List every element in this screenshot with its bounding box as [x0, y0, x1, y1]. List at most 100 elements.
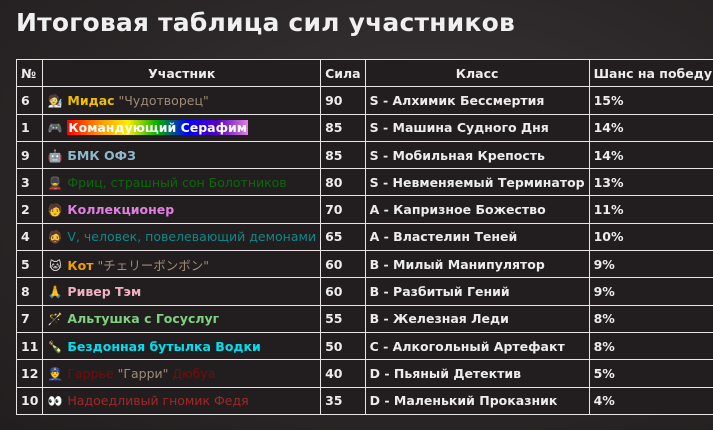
participant-cell: 🪄 Альтушка с Госуслуг [42, 304, 322, 333]
chance-cell: 10% [588, 222, 713, 252]
table-row: 7 🪄 Альтушка с Госуслуг 55 B - Железная Леди… [15, 304, 713, 333]
participant-name-part: Бездонная бутылка Водки [67, 338, 261, 354]
row-number: 4 [15, 222, 44, 252]
power-cell: 50 [320, 331, 366, 361]
participant-cell: 🐱 Кот "チェリーボンボン" [42, 250, 322, 279]
participant-name-part: Командующий Серафим [67, 120, 248, 136]
row-number: 7 [15, 304, 44, 333]
power-cell: 70 [320, 195, 366, 224]
gamepad-icon: 🎮 [47, 121, 63, 136]
participant-name-part: "Чудотворец" [114, 92, 209, 108]
power-cell: 65 [320, 222, 366, 252]
bottle-icon: 🍾 [47, 339, 63, 354]
table-row: 2 🧑 Коллекционер 70 A - Капризное Божество 11… [15, 195, 713, 224]
chance-cell: 14% [588, 113, 713, 142]
class-cell: B - Милый Манипулятор [364, 250, 590, 279]
bearded-man-icon: 🧔 [47, 230, 63, 245]
table-row: 1 🎮 Командующий Серафим 85 S - Машина Судног… [15, 113, 713, 142]
class-cell: S - Невменяемый Терминатор [364, 168, 590, 197]
class-cell: C - Алкогольный Артефакт [364, 331, 590, 361]
header-number: № [15, 58, 44, 88]
participant-name-part: Ривер Тэм [67, 284, 142, 300]
participant-name-part: Мидас [67, 92, 115, 108]
table-row: 5 🐱 Кот "チェリーボンボン" 60 B - Милый Манипулятор 9… [15, 250, 713, 279]
power-cell: 35 [320, 386, 366, 415]
row-number: 3 [15, 168, 44, 197]
guard-icon: 💂 [47, 175, 63, 190]
power-cell: 60 [320, 277, 366, 306]
row-number: 12 [15, 359, 44, 388]
chance-cell: 11% [588, 195, 713, 224]
participant-cell: 🧑 Коллекционер [42, 195, 322, 224]
eyes-icon: 👀 [47, 394, 63, 409]
chance-cell: 8% [588, 331, 713, 361]
row-number: 2 [15, 195, 44, 224]
power-cell: 90 [320, 86, 366, 115]
table-row: 6 🧑‍🔬 Мидас "Чудотворец" 90 S - Алхимик Бесс… [15, 86, 713, 115]
power-cell: 85 [320, 140, 366, 170]
chance-cell: 8% [588, 304, 713, 333]
power-cell: 55 [320, 304, 366, 333]
power-cell: 80 [320, 168, 366, 197]
class-cell: B - Железная Леди [364, 304, 590, 333]
class-cell: S - Алхимик Бессмертия [364, 86, 590, 115]
power-cell: 40 [320, 359, 366, 388]
participant-cell: 🙏 Ривер Тэм [42, 277, 322, 306]
class-cell: B - Разбитый Гений [364, 277, 590, 306]
participant-cell: 💂 Фриц, страшный сон Болотников [42, 168, 322, 197]
participant-name-part: Альтушка с Госуслуг [67, 311, 220, 327]
chance-cell: 13% [588, 168, 713, 197]
header-chance: Шанс на победу [588, 58, 713, 88]
police-officer-icon: 👮 [47, 366, 63, 381]
participant-name-part: БМК ОФЗ [67, 147, 136, 163]
participant-name-part: Дюбуа [172, 365, 216, 381]
header-class: Класс [364, 58, 590, 88]
row-number: 10 [15, 386, 44, 415]
participant-name-part: Фриц, страшный сон Болотников [67, 174, 287, 190]
class-cell: A - Властелин Теней [364, 222, 590, 252]
praying-hands-icon: 🙏 [47, 285, 63, 300]
row-number: 1 [15, 113, 44, 142]
table-row: 4 🧔 V, человек, повелевающий демонами 65 A -… [15, 222, 713, 252]
class-cell: D - Маленький Проказник [364, 386, 590, 415]
chance-cell: 9% [588, 277, 713, 306]
class-cell: A - Капризное Божество [364, 195, 590, 224]
participant-cell: 🧔 V, человек, повелевающий демонами [42, 222, 322, 252]
participant-cell: 🍾 Бездонная бутылка Водки [42, 331, 322, 361]
robot-icon: 🤖 [47, 148, 63, 163]
table-row: 9 🤖 БМК ОФЗ 85 S - Мобильная Крепость 14% [15, 140, 713, 170]
table-row: 12 👮 Гаррье "Гарри" Дюбуа 40 D - Пьяный Дете… [15, 359, 713, 388]
participant-name-part: Гаррье [67, 365, 114, 381]
cat-icon: 🐱 [49, 258, 62, 273]
table-row: 11 🍾 Бездонная бутылка Водки 50 C - Алкоголь… [15, 331, 713, 361]
participants-table: № Участник Сила Класс Шанс на победу 6 🧑‍… [15, 58, 713, 415]
participant-cell: 🧑‍🔬 Мидас "Чудотворец" [42, 86, 322, 115]
power-cell: 85 [320, 113, 366, 142]
header-power: Сила [320, 58, 366, 88]
table-row: 10 👀 Надоедливый гномик Федя 35 D - Маленьки… [15, 386, 713, 415]
person-icon: 🧑 [47, 203, 63, 218]
participant-name-part: "チェリーボンボン" [93, 257, 209, 273]
table-row: 3 💂 Фриц, страшный сон Болотников 80 S - Нев… [15, 168, 713, 197]
row-number: 9 [15, 140, 44, 170]
participant-name-part: V, человек, повелевающий демонами [67, 229, 317, 245]
row-number: 11 [15, 331, 44, 361]
magic-wand-icon: 🪄 [47, 312, 63, 327]
row-number: 5 [15, 250, 44, 279]
participant-name-part: Коллекционер [67, 202, 175, 218]
chance-cell: 5% [588, 359, 713, 388]
power-cell: 60 [320, 250, 366, 279]
scientist-icon: 🧑‍🔬 [47, 93, 63, 108]
chance-cell: 4% [588, 386, 713, 415]
table-header-row: № Участник Сила Класс Шанс на победу [15, 58, 713, 88]
page-title: Итоговая таблица сил участников [16, 8, 515, 37]
class-cell: D - Пьяный Детектив [364, 359, 590, 388]
chance-cell: 15% [588, 86, 713, 115]
participant-name-part: Кот [67, 257, 94, 273]
row-number: 8 [15, 277, 44, 306]
chance-cell: 14% [588, 140, 713, 170]
participant-name-part: Надоедливый гномик Федя [67, 393, 249, 409]
participant-cell: 👀 Надоедливый гномик Федя [42, 386, 322, 415]
row-number: 6 [15, 86, 44, 115]
header-participant: Участник [42, 58, 322, 88]
